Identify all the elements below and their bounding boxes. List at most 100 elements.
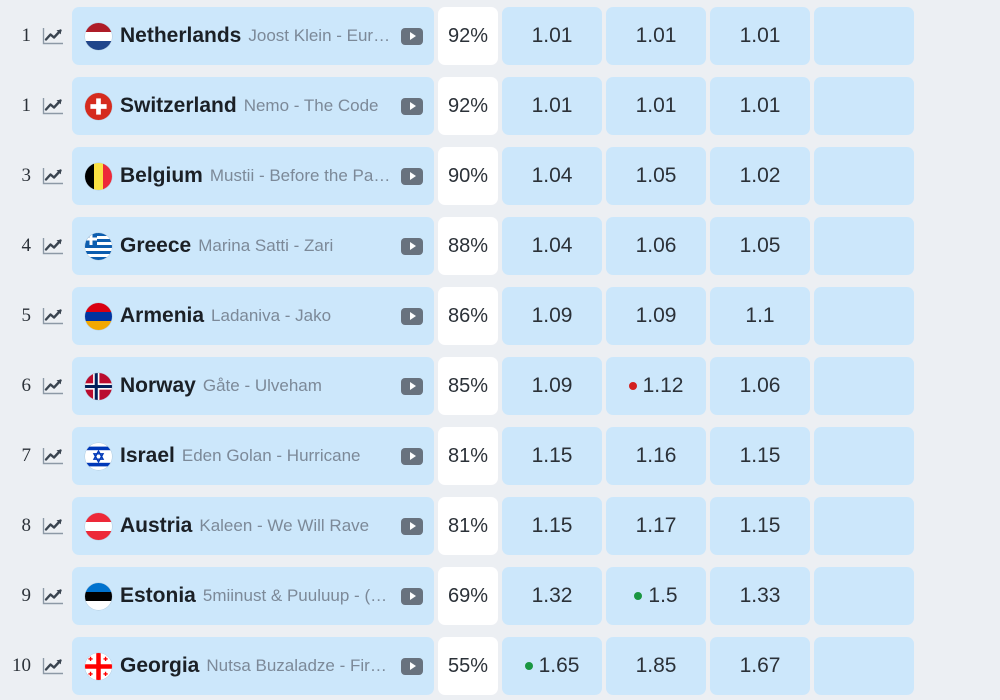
odds-cell[interactable]: 1.1 [710, 287, 810, 345]
country-pill[interactable]: Greece Marina Satti - Zari [72, 217, 434, 275]
odds-value: 1.17 [635, 514, 677, 537]
entry-title: Eden Golan - Hurricane [181, 446, 361, 465]
estonia-flag-icon [85, 582, 112, 610]
odds-value: 1.09 [531, 374, 573, 397]
country-pill[interactable]: Norway Gåte - Ulveham [72, 357, 434, 415]
odds-value: 1.1 [745, 304, 775, 327]
trend-chart-icon[interactable] [34, 586, 72, 606]
odds-cell[interactable] [814, 567, 914, 625]
table-row: 6 Norway Gåte - Ulveham 85% 1.09 1.12 1.06 [0, 351, 1000, 421]
odds-cell[interactable]: 1.01 [710, 77, 810, 135]
odds-cell[interactable] [814, 77, 914, 135]
odds-cell[interactable] [814, 147, 914, 205]
country-pill[interactable]: Switzerland Nemo - The Code [72, 77, 434, 135]
odds-cell[interactable]: 1.06 [606, 217, 706, 275]
odds-cell[interactable]: 1.01 [606, 77, 706, 135]
israel-flag-icon [85, 442, 112, 470]
country-pill[interactable]: Georgia Nutsa Buzaladze - Firefighter [72, 637, 434, 695]
rank-number: 4 [21, 235, 32, 256]
odds-cell[interactable]: 1.09 [502, 357, 602, 415]
play-video-icon[interactable] [401, 167, 423, 185]
odds-value: 1.05 [739, 234, 781, 257]
country-name: Netherlands [120, 24, 242, 47]
trend-chart-icon[interactable] [34, 236, 72, 256]
trend-chart-icon[interactable] [34, 516, 72, 536]
country-pill[interactable]: Estonia 5miinust & Puuluup - (nendest) na… [72, 567, 434, 625]
trend-chart-icon[interactable] [34, 376, 72, 396]
trend-chart-icon[interactable] [34, 26, 72, 46]
georgia-flag-icon [85, 652, 112, 680]
play-video-icon[interactable] [401, 517, 423, 535]
odds-cell[interactable]: 1.15 [502, 427, 602, 485]
odds-cell[interactable]: 1.01 [502, 77, 602, 135]
odds-value: 1.01 [531, 94, 573, 117]
play-video-icon[interactable] [401, 237, 423, 255]
rank-number: 9 [21, 585, 32, 606]
country-pill[interactable]: Belgium Mustii - Before the Party's Over [72, 147, 434, 205]
odds-cell[interactable]: 1.04 [502, 217, 602, 275]
odds-cell[interactable]: 1.5 [606, 567, 706, 625]
play-video-icon[interactable] [401, 657, 423, 675]
odds-cell[interactable] [814, 287, 914, 345]
odds-cell[interactable] [814, 497, 914, 555]
trend-chart-icon[interactable] [34, 166, 72, 186]
play-video-icon[interactable] [401, 377, 423, 395]
odds-cell[interactable]: 1.06 [710, 357, 810, 415]
odds-cell[interactable]: 1.65 [502, 637, 602, 695]
odds-cell[interactable] [814, 637, 914, 695]
odds-cell[interactable]: 1.33 [710, 567, 810, 625]
odds-value: 1.01 [635, 24, 677, 47]
odds-cell[interactable]: 1.09 [502, 287, 602, 345]
trend-chart-icon[interactable] [34, 446, 72, 466]
table-row: 9 Estonia 5miinust & Puuluup - (nendest) n… [0, 561, 1000, 631]
rank-number: 1 [21, 25, 32, 46]
play-video-icon[interactable] [401, 447, 423, 465]
odds-cell[interactable]: 1.67 [710, 637, 810, 695]
odds-cell[interactable]: 1.01 [710, 7, 810, 65]
odds-marker-down-icon [628, 382, 637, 390]
odds-value: 1.04 [531, 164, 573, 187]
country-pill[interactable]: Netherlands Joost Klein - Europapa [72, 7, 434, 65]
odds-cell[interactable]: 1.85 [606, 637, 706, 695]
odds-value: 1.02 [739, 164, 781, 187]
country-name: Austria [120, 514, 193, 537]
country-pill[interactable]: Austria Kaleen - We Will Rave [72, 497, 434, 555]
odds-cell[interactable]: 1.12 [606, 357, 706, 415]
odds-cell[interactable]: 1.16 [606, 427, 706, 485]
entry-title: Ladaniva - Jako [211, 306, 332, 325]
play-video-icon[interactable] [401, 27, 423, 45]
odds-cell[interactable] [814, 7, 914, 65]
country-pill[interactable]: Armenia Ladaniva - Jako [72, 287, 434, 345]
trend-chart-icon[interactable] [34, 306, 72, 326]
entry-title: Nutsa Buzaladze - Firefighter [206, 656, 393, 675]
odds-cell[interactable]: 1.01 [502, 7, 602, 65]
play-video-icon[interactable] [401, 307, 423, 325]
country-pill[interactable]: Israel Eden Golan - Hurricane [72, 427, 434, 485]
table-row: 4 Greece Marina Satti - Zari 88% 1.04 1.06 1.0… [0, 211, 1000, 281]
odds-cell[interactable]: 1.05 [710, 217, 810, 275]
odds-cell[interactable]: 1.04 [502, 147, 602, 205]
odds-cell[interactable]: 1.15 [710, 497, 810, 555]
odds-cell[interactable]: 1.15 [502, 497, 602, 555]
odds-cell[interactable]: 1.09 [606, 287, 706, 345]
odds-cell[interactable] [814, 357, 914, 415]
odds-value: 1.01 [739, 94, 781, 117]
odds-cell[interactable] [814, 217, 914, 275]
odds-cell[interactable] [814, 427, 914, 485]
probability-percent: 81% [438, 427, 498, 485]
rank-number: 10 [12, 655, 31, 676]
odds-cell[interactable]: 1.17 [606, 497, 706, 555]
play-video-icon[interactable] [401, 587, 423, 605]
trend-chart-icon[interactable] [34, 96, 72, 116]
odds-cell[interactable]: 1.32 [502, 567, 602, 625]
play-video-icon[interactable] [401, 97, 423, 115]
table-row: 8 Austria Kaleen - We Will Rave 81% 1.15 1.17… [0, 491, 1000, 561]
odds-cell[interactable]: 1.05 [606, 147, 706, 205]
odds-cell[interactable]: 1.02 [710, 147, 810, 205]
rank-number: 1 [21, 95, 32, 116]
odds-cell[interactable]: 1.15 [710, 427, 810, 485]
trend-chart-icon[interactable] [34, 656, 72, 676]
odds-cell[interactable]: 1.01 [606, 7, 706, 65]
odds-value: 1.15 [531, 514, 573, 537]
